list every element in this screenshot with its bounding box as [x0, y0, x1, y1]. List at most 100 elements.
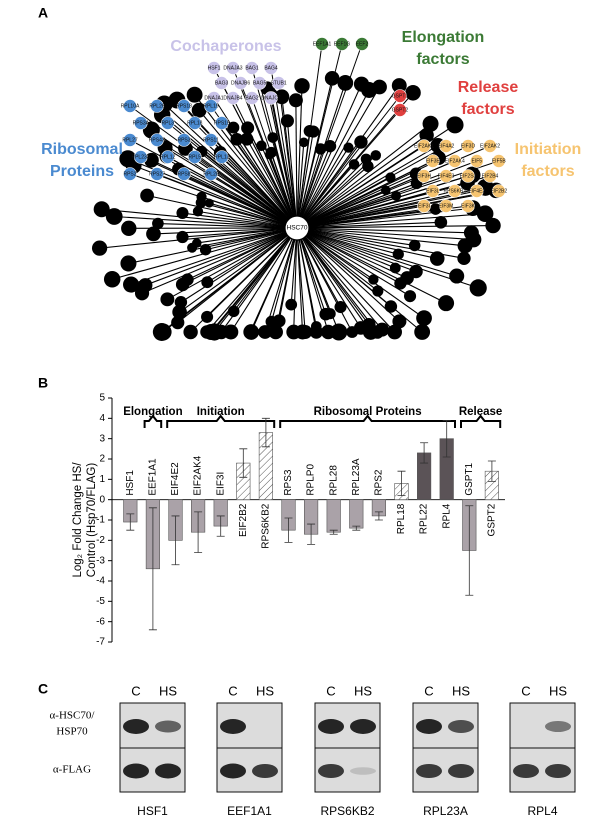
node [457, 251, 471, 266]
blot-band [220, 763, 246, 779]
node-label: EIF3H [417, 173, 432, 179]
node-label: RPS2 [123, 171, 136, 177]
edge [296, 227, 457, 277]
x-tick-label: EIF2B2 [238, 503, 249, 537]
x-tick-label: RPS6KB2 [261, 503, 272, 548]
hub-label: HSC70 [287, 225, 308, 232]
blot-band [448, 764, 474, 778]
edge [249, 227, 298, 333]
node-label: EEF1G [334, 41, 351, 47]
node [207, 61, 221, 75]
edge [296, 142, 305, 229]
node [323, 140, 337, 153]
network-nodes [91, 37, 506, 341]
edge [156, 173, 298, 229]
node [294, 78, 310, 94]
edge [167, 156, 298, 229]
y-tick-label: -4 [96, 576, 105, 587]
node-label: EIF3L [426, 188, 440, 194]
error-bar [126, 513, 135, 531]
x-tick-label: EIF3I [215, 472, 226, 496]
edge [296, 190, 477, 229]
blot-label: RPL23A [423, 804, 468, 818]
panel-letter: A [38, 5, 48, 21]
node [123, 99, 137, 113]
node-label: BAG4 [264, 65, 278, 71]
node [439, 139, 453, 153]
error-bar [148, 507, 157, 631]
node-label: RPL27 [122, 137, 138, 143]
x-tick-label: RPS2 [374, 469, 385, 496]
edge [206, 227, 298, 333]
node [123, 133, 137, 147]
node-label: RPS4X [149, 137, 166, 143]
edge [221, 82, 298, 229]
x-tick-label: GSPT1 [464, 462, 475, 495]
node [134, 116, 148, 130]
node [264, 61, 278, 75]
edge [296, 213, 486, 229]
x-tick-label: GSPT2 [487, 503, 498, 536]
edge [183, 105, 298, 229]
panel-letter: B [38, 375, 48, 391]
node [439, 199, 453, 213]
node-label: RPL23A [131, 154, 150, 160]
edge [183, 173, 298, 229]
node [315, 37, 329, 51]
node [204, 133, 218, 147]
x-tick-label: RPL4 [441, 503, 452, 528]
node [416, 310, 432, 326]
node [123, 167, 137, 181]
blot-band [513, 764, 539, 778]
node-label: EIF2AK4 [445, 158, 465, 164]
node [240, 132, 254, 146]
node [177, 133, 191, 147]
node [337, 75, 354, 91]
node [348, 159, 360, 170]
node [476, 205, 494, 223]
node [230, 132, 244, 146]
edge [209, 202, 298, 229]
group-bracket [279, 414, 456, 428]
node [138, 278, 153, 293]
node [121, 220, 137, 236]
edge [293, 227, 298, 333]
node [174, 296, 188, 309]
node [286, 324, 302, 340]
edge [296, 227, 317, 333]
node [144, 152, 159, 168]
node [226, 91, 240, 105]
antibody-label: α-FLAG [53, 764, 91, 776]
node [469, 184, 484, 198]
edge [296, 227, 304, 333]
y-tick-label: 5 [99, 393, 105, 404]
edge [296, 227, 362, 329]
node [417, 199, 431, 213]
edge [296, 227, 411, 297]
node-label: EIF4E2 [468, 188, 485, 194]
node [265, 146, 277, 159]
node [226, 61, 240, 75]
node-label: RPS8 [177, 171, 190, 177]
node-label: RPL3 [162, 120, 175, 126]
node [150, 167, 164, 181]
edge [145, 227, 298, 286]
edge [246, 138, 298, 229]
node [271, 76, 286, 90]
y-tick-label: -2 [96, 535, 105, 546]
node-label: EIF5B [492, 158, 507, 164]
node [200, 325, 214, 339]
node [385, 172, 396, 183]
edge [197, 210, 298, 229]
node [91, 240, 108, 256]
node-label: RPL5 [189, 154, 202, 160]
node-label: RPS11 [203, 137, 219, 143]
node [258, 325, 272, 339]
blot-label: RPS6KB2 [320, 804, 374, 818]
node-label: RPL13 [214, 154, 230, 160]
y-axis-label: Control (Hsp70/FLAG) [86, 463, 98, 578]
node [201, 310, 214, 323]
edge [296, 85, 303, 229]
group-label: Elongation [123, 406, 182, 418]
node [393, 89, 407, 103]
